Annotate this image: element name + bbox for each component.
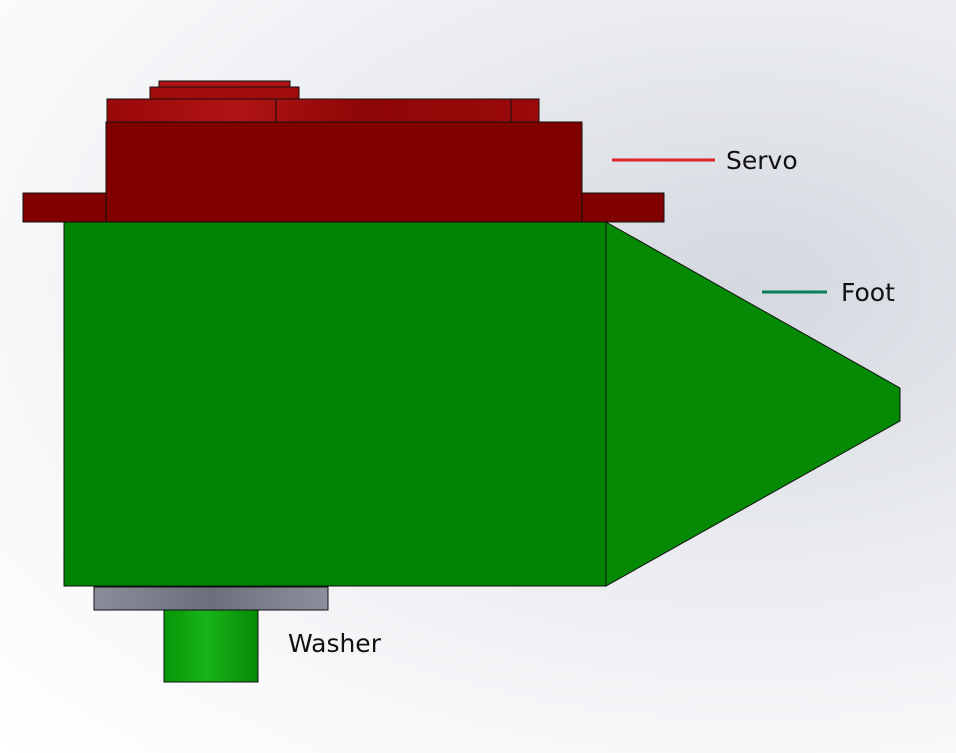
servo-horn-cap: [158, 80, 291, 88]
washer-label: Washer: [288, 629, 381, 658]
servo-mounting-tab-right: [581, 192, 665, 223]
servo-top-plate: [106, 98, 540, 123]
servo-part: [22, 80, 665, 223]
servo-horn-base: [149, 86, 300, 100]
foot-tip: [605, 221, 901, 587]
foot-part: [63, 221, 901, 587]
servo-mounting-tab-left: [22, 192, 107, 223]
servo-label: Servo: [726, 146, 798, 175]
washer-part: [93, 586, 329, 611]
foot-label: Foot: [841, 278, 895, 307]
shaft-stem: [163, 609, 259, 683]
servo-body: [105, 121, 583, 223]
foot-body: [63, 221, 607, 587]
